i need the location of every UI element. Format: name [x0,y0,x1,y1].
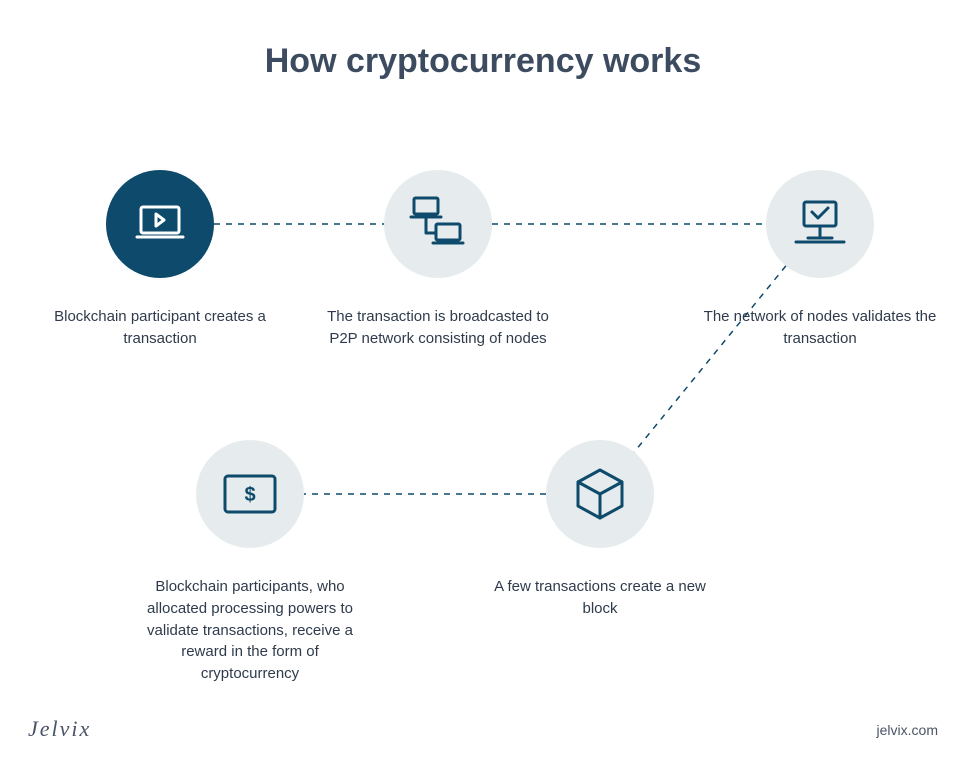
svg-text:$: $ [244,484,255,506]
step-caption: The network of nodes validates the trans… [700,306,940,350]
step-caption: Blockchain participants, who allocated p… [130,576,370,685]
flow-step-step3: The network of nodes validates the trans… [700,170,940,350]
step-caption: The transaction is broadcasted to P2P ne… [318,306,558,350]
cube-icon [546,440,654,548]
monitor-check-icon [766,170,874,278]
flow-step-step5: $ Blockchain participants, who allocated… [130,440,370,685]
step-caption: Blockchain participant creates a transac… [40,306,280,350]
step-caption: A few transactions create a new block [480,576,720,620]
two-laptops-icon [384,170,492,278]
flow-step-step2: The transaction is broadcasted to P2P ne… [318,170,558,350]
site-url: jelvix.com [877,722,938,738]
dollar-card-icon: $ [196,440,304,548]
flow-step-step4: A few transactions create a new block [480,440,720,620]
laptop-play-icon [106,170,214,278]
flow-step-step1: Blockchain participant creates a transac… [40,170,280,350]
page-title: How cryptocurrency works [0,42,966,81]
brand-logo: Jelvix [28,716,91,742]
